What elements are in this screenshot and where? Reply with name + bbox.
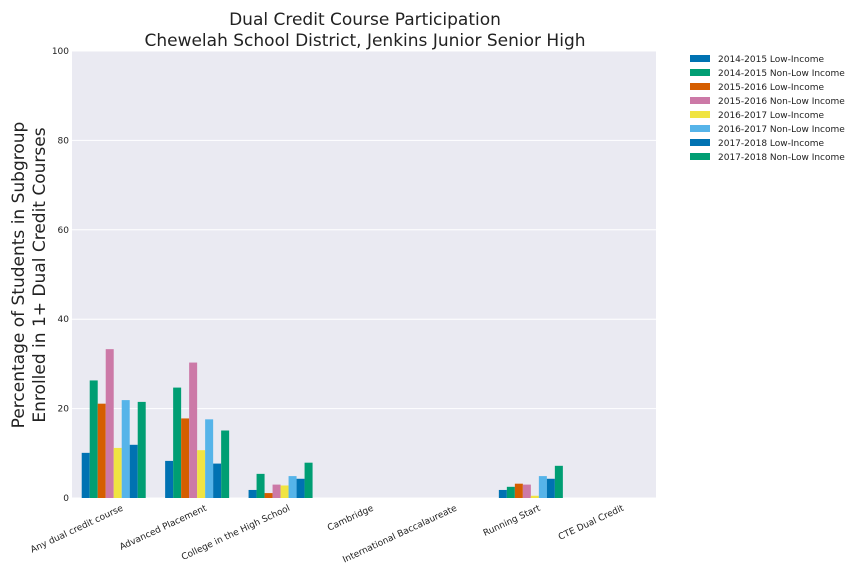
bar	[129, 444, 138, 498]
bar	[304, 462, 313, 498]
bar	[522, 484, 531, 498]
y-tick-label: 60	[58, 226, 70, 236]
legend-swatch	[690, 125, 710, 132]
bar	[530, 495, 539, 498]
bar	[288, 476, 297, 498]
bar	[280, 485, 289, 498]
bar	[272, 484, 281, 498]
legend-swatch	[690, 97, 710, 104]
bar	[181, 418, 190, 498]
legend-label: 2014-2015 Low-Income	[718, 55, 824, 65]
bar	[264, 493, 273, 498]
bar	[197, 450, 206, 498]
legend-label: 2017-2018 Low-Income	[718, 139, 824, 149]
chart-title-line-1: Dual Credit Course Participation	[229, 10, 501, 30]
bar	[81, 452, 90, 498]
x-tick-label: Any dual credit course	[29, 503, 125, 555]
y-tick-label: 20	[58, 405, 70, 415]
bar	[546, 478, 555, 498]
bar	[165, 460, 174, 498]
legend-swatch	[690, 139, 710, 146]
legend-label: 2014-2015 Non-Low Income	[718, 69, 845, 79]
y-axis-label-line-2: Enrolled in 1+ Dual Credit Courses	[30, 127, 50, 422]
bar	[113, 447, 122, 498]
y-tick-label: 0	[63, 494, 69, 504]
chart-title-line-2: Chewelah School District, Jenkins Junior…	[144, 31, 585, 51]
bar	[121, 400, 130, 498]
x-tick-label: Running Start	[482, 503, 543, 538]
x-tick-label: Advanced Placement	[118, 503, 209, 552]
legend-swatch	[690, 153, 710, 160]
bars	[81, 349, 563, 498]
bar	[89, 380, 98, 498]
x-tick-label: Cambridge	[326, 503, 375, 533]
bar	[296, 478, 305, 498]
legend-swatch	[690, 83, 710, 90]
bar	[105, 349, 114, 498]
bar	[221, 430, 230, 498]
bar	[554, 465, 563, 498]
bar	[498, 489, 507, 498]
y-axis-ticks: 0 20 40 60 80 100	[52, 47, 69, 504]
plot-area	[72, 51, 656, 498]
legend-label: 2017-2018 Non-Low Income	[718, 153, 845, 163]
legend-label: 2015-2016 Non-Low Income	[718, 97, 845, 107]
bar	[538, 476, 547, 498]
bar	[514, 483, 523, 498]
bar	[173, 387, 182, 498]
bar	[506, 486, 515, 498]
bar	[189, 362, 198, 498]
legend-label: 2015-2016 Low-Income	[718, 83, 824, 93]
y-tick-label: 40	[58, 315, 70, 325]
bar	[213, 463, 222, 498]
y-tick-label: 80	[58, 136, 70, 146]
legend-swatch	[690, 111, 710, 118]
legend-label: 2016-2017 Low-Income	[718, 111, 824, 121]
bar	[205, 419, 214, 498]
legend-swatch	[690, 69, 710, 76]
legend-label: 2016-2017 Non-Low Income	[718, 125, 845, 135]
y-tick-label: 100	[52, 47, 69, 57]
bar	[137, 401, 146, 498]
legend: 2014-2015 Low-Income 2014-2015 Non-Low In…	[690, 55, 845, 163]
bar	[248, 489, 257, 498]
bar	[256, 473, 265, 498]
y-axis-label-line-1: Percentage of Students in Subgroup	[9, 122, 29, 429]
bar	[97, 403, 106, 498]
x-tick-label: CTE Dual Credit	[557, 503, 626, 542]
legend-swatch	[690, 55, 710, 62]
